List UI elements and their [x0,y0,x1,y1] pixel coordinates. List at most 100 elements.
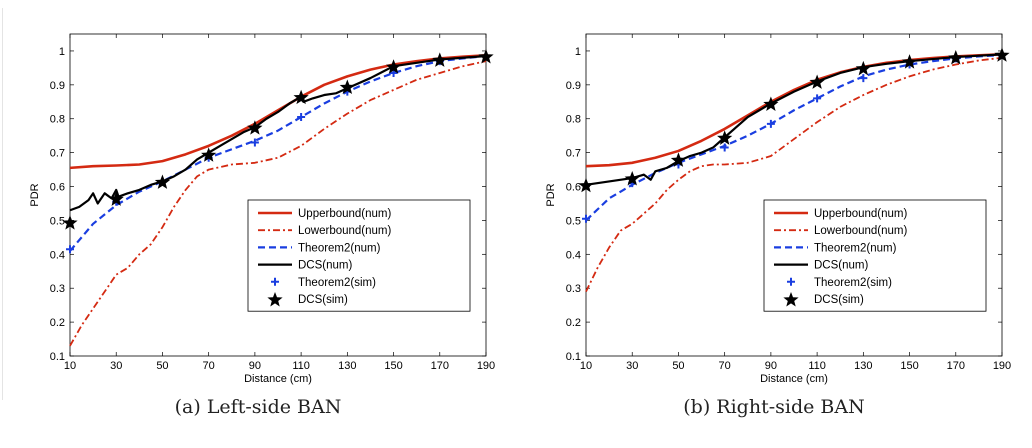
right-series-theorem2-sim-point-5 [813,94,822,103]
right-legend-3-label: DCS(num) [814,260,868,272]
left-x-tick-label-5: 110 [292,360,310,372]
left-legend-box [247,199,471,312]
right-series-dcs-sim-point-2 [670,152,687,167]
right-y-tick-label-3: 0.4 [566,249,581,261]
left-x-tick-label-3: 70 [203,360,215,372]
left-y-axis-label: PDR [29,183,41,206]
left-legend-4-swatch [271,277,279,286]
right-legend-5-swatch [783,292,799,307]
left-series-lowerbound-num-line [69,60,487,347]
chart-caption-left: (a) Left-side BAN [174,396,342,418]
right-x-tick-label-1: 30 [626,360,638,372]
right-y-tick-label-1: 0.2 [566,317,581,329]
right-x-axis-label: Distance (cm) [760,373,828,385]
left-y-tick-label-3: 0.4 [50,249,65,261]
right-series-dcs-sim-point-1 [624,171,640,186]
right-y-tick-label-6: 0.7 [566,148,581,160]
right-x-tick-label-4: 90 [765,360,777,372]
right-x-tick-label-3: 70 [719,360,731,372]
left-x-tick-label-6: 130 [338,360,356,372]
left-y-tick-label-8: 0.9 [50,80,65,92]
right-legend-1-label: Lowerbound(num) [814,225,908,237]
left-series-theorem2-num-line [69,54,487,252]
right-y-axis-label: PDR [545,183,557,206]
left-legend-1-label: Lowerbound(num) [298,225,392,237]
left-series-theorem2-sim-point-0 [66,245,74,254]
page-left-rule [2,8,3,400]
right-legend-2-label: Theorem2(num) [814,242,897,254]
right-y-tick-label-2: 0.3 [566,283,581,295]
right-legend-4-label: Theorem2(sim) [814,277,892,289]
left-x-tick-label-7: 150 [384,360,402,372]
right-x-tick-label-0: 10 [580,360,592,372]
left-series-theorem2-sim-point-5 [297,113,306,122]
right-legend-5-label: DCS(sim) [814,294,864,306]
left-series-dcs-sim-point-8 [432,52,448,67]
left-x-tick-label-4: 90 [249,360,261,372]
right-series-theorem2-sim-point-6 [859,74,868,83]
right-legend-box [763,199,987,312]
left-legend-3-label: DCS(num) [298,260,352,272]
right-legend-0-label: Upperbound(num) [814,208,908,220]
left-x-tick-label-0: 10 [64,360,76,372]
right-x-tick-label-2: 50 [672,360,684,372]
right-series-dcs-sim-point-3 [717,130,733,145]
left-series-dcs-sim-point-1 [108,191,124,206]
left-y-tick-label-2: 0.3 [50,283,65,295]
right-series-theorem2-num-line [585,53,1003,222]
left-series-dcs-sim-point-6 [339,79,355,95]
right-x-tick-label-5: 110 [808,360,826,372]
right-y-tick-label-9: 1 [575,46,581,58]
right-series-dcs-sim-point-9 [994,47,1010,62]
right-x-tick-label-9: 190 [993,360,1011,372]
right-y-tick-label-8: 0.9 [566,80,581,92]
left-y-tick-label-1: 0.2 [50,317,65,329]
right-series-lowerbound-num-line [585,56,1003,292]
left-y-tick-label-0: 0.1 [50,351,65,363]
left-series-dcs-sim-point-4 [247,120,263,135]
left-series-dcs-sim-point-0 [62,215,78,230]
right-y-tick-label-4: 0.5 [566,215,581,227]
left-series-dcs-sim-point-5 [293,89,309,105]
right-series-dcs-sim-point-5 [809,74,825,89]
left-legend-4-label: Theorem2(sim) [298,277,376,289]
right-series-dcs-sim-point-4 [763,96,779,111]
chart-caption-right: (b) Right-side BAN [683,396,865,418]
left-y-tick-label-5: 0.6 [50,182,65,194]
chart-panel-right: 10 30 50 70 90 110 130 150 170 190 0.1 0.2 0.3 0.4 0.5… [516,0,1032,448]
right-x-tick-label-6: 130 [854,360,872,372]
chart-right-svg: 10 30 50 70 90 110 130 150 170 190 0.1 0.2 0.3 0.4 0.5… [545,33,1011,385]
left-series-dcs-sim-point-9 [478,49,494,64]
left-y-tick-label-7: 0.8 [50,114,65,126]
right-series-theorem2-sim-point-4 [766,119,775,128]
left-x-tick-label-8: 170 [431,360,449,372]
right-y-tick-label-0: 0.1 [566,351,581,363]
left-series-dcs-sim-point-3 [201,147,217,162]
left-y-tick-label-6: 0.7 [50,148,65,160]
left-series-upperbound-num-line [69,54,487,170]
right-x-tick-label-8: 170 [947,360,965,372]
right-series-theorem2-sim-point-0 [582,214,590,223]
left-legend-0-label: Upperbound(num) [298,208,392,220]
left-legend-5-label: DCS(sim) [298,294,348,306]
right-legend-4-swatch [787,277,795,286]
right-series-dcs-sim-point-7 [901,54,918,69]
left-y-tick-label-9: 1 [59,46,65,58]
right-series-dcs-sim-point-0 [578,177,594,193]
left-legend-2-label: Theorem2(num) [298,242,381,254]
left-y-tick-label-4: 0.5 [50,215,65,227]
right-series-theorem2-sim-point-3 [720,143,729,152]
left-x-tick-label-2: 50 [156,360,168,372]
chart-left-svg: 10 30 50 70 90 110 130 150 170 190 0.1 0.2 0.3 0.4 0.5… [29,33,495,385]
left-x-tick-label-1: 30 [110,360,122,372]
left-x-axis-label: Distance (cm) [244,373,312,385]
left-legend-5-swatch [267,292,283,307]
left-series-theorem2-sim-point-4 [250,138,259,147]
right-series-dcs-sim-point-6 [855,60,871,76]
left-series-dcs-sim-point-2 [154,174,171,189]
right-x-tick-label-7: 150 [900,360,918,372]
right-series-dcs-sim-point-8 [948,50,964,65]
chart-panel-left: 10 30 50 70 90 110 130 150 170 190 0.1 0.2 0.3 0.4 0.5… [29,33,495,418]
right-y-tick-label-5: 0.6 [566,182,581,194]
left-x-tick-label-9: 190 [477,360,495,372]
